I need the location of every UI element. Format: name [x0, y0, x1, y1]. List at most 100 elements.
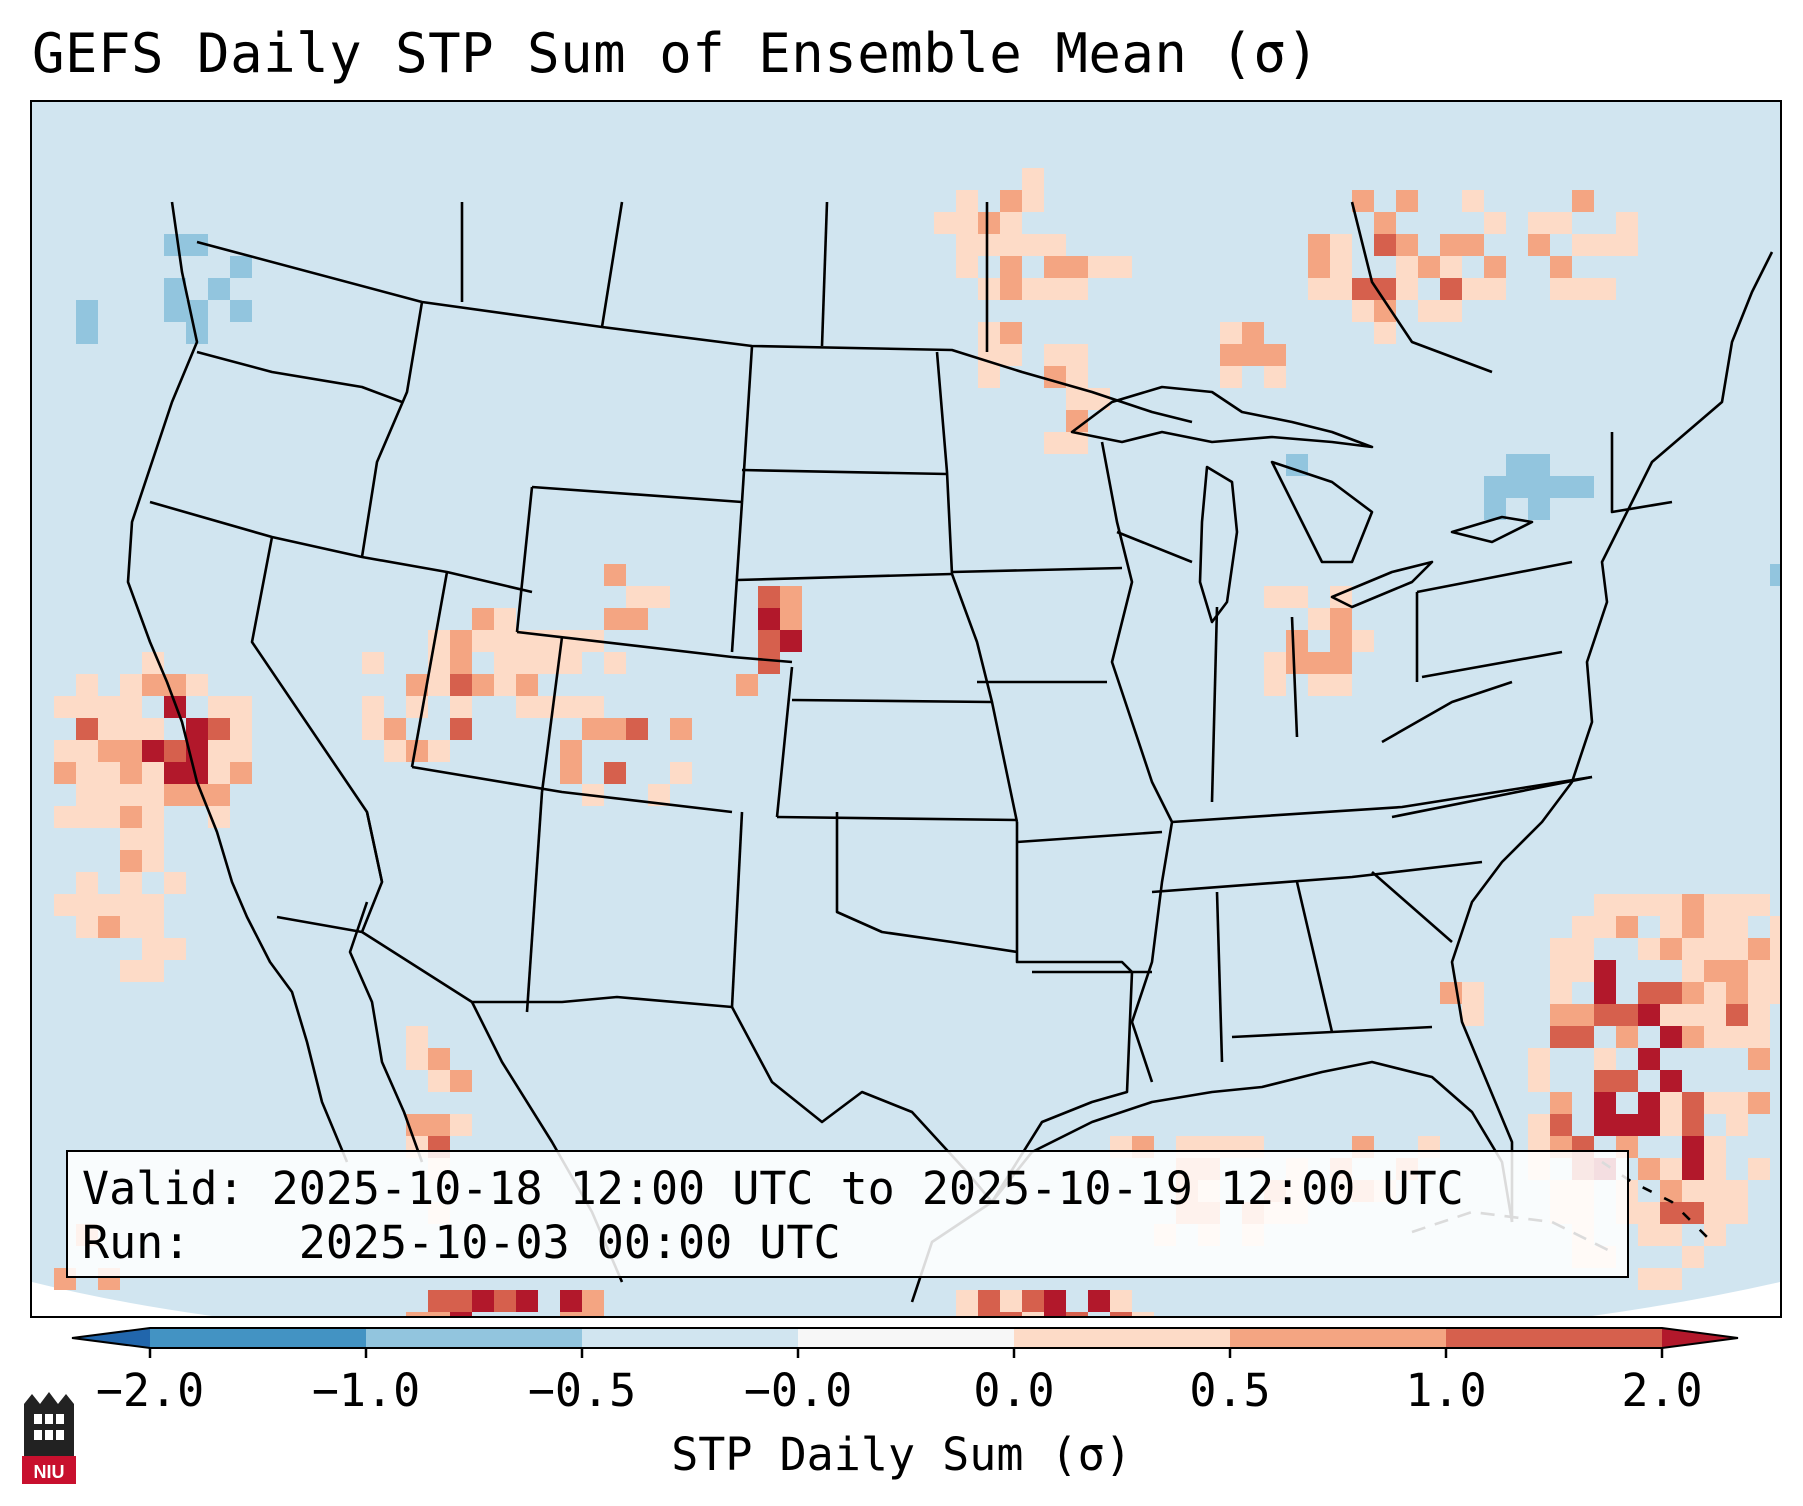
anomaly-cell — [1330, 674, 1352, 696]
florida-east — [1450, 251, 1774, 1222]
projection-edge-left — [32, 1282, 212, 1316]
negative-anomaly-cell — [1286, 454, 1308, 476]
anomaly-cell — [1682, 1004, 1704, 1026]
tick-label-2: 2.0 — [1621, 1364, 1703, 1417]
anomaly-cell — [1396, 256, 1418, 278]
anomaly-cell — [208, 718, 230, 740]
anomaly-cell — [164, 784, 186, 806]
anomaly-cell — [450, 652, 472, 674]
anomaly-cell — [142, 740, 164, 762]
anomaly-cell — [1594, 1092, 1616, 1114]
anomaly-cell — [1308, 234, 1330, 256]
anomaly-cell — [1704, 916, 1726, 938]
anomaly-cell — [1462, 982, 1484, 1004]
anomaly-cell — [1704, 960, 1726, 982]
ia-mn — [951, 566, 1123, 574]
tick-label-1: 1.0 — [1405, 1364, 1487, 1417]
anomaly-cell — [98, 718, 120, 740]
anomaly-cell — [120, 828, 142, 850]
anomaly-cell — [516, 652, 538, 674]
anomaly-cell — [1704, 1202, 1726, 1224]
ut-az — [411, 765, 733, 814]
tick-label-neg1: −1.0 — [311, 1364, 421, 1417]
anomaly-cell — [956, 1312, 978, 1316]
anomaly-cell — [538, 696, 560, 718]
anomaly-cell — [1110, 1290, 1132, 1312]
wy-co — [516, 630, 733, 659]
anomaly-cell — [1022, 278, 1044, 300]
anomaly-cell — [1066, 1312, 1088, 1316]
anomaly-cell — [1088, 256, 1110, 278]
anomaly-cell — [1352, 630, 1374, 652]
anomaly-cell — [978, 1312, 1000, 1316]
negative-anomaly-cell — [164, 278, 186, 300]
ut-west — [410, 571, 449, 768]
anomaly-cell — [1308, 652, 1330, 674]
anomaly-cell — [76, 872, 98, 894]
anomaly-cell — [428, 1070, 450, 1092]
wi-mi — [1116, 530, 1193, 564]
anomaly-cell — [208, 696, 230, 718]
anomaly-cell — [1594, 916, 1616, 938]
anomaly-cell — [406, 1312, 428, 1316]
anomaly-cell — [450, 674, 472, 696]
negative-anomaly-cell — [1484, 476, 1506, 498]
anomaly-cell — [230, 718, 252, 740]
anomaly-cell — [1726, 1180, 1748, 1202]
anomaly-cell — [1638, 1158, 1660, 1180]
nd-sd — [741, 468, 948, 476]
anomaly-cell — [1726, 1092, 1748, 1114]
anomaly-cell — [1726, 1114, 1748, 1136]
anomaly-cell — [1110, 256, 1132, 278]
nc-va — [1391, 775, 1593, 819]
anomaly-cell — [1572, 278, 1594, 300]
colorbar-segment-0 — [150, 1328, 366, 1348]
us-mexico-west — [276, 915, 733, 1009]
anomaly-cell — [142, 850, 164, 872]
anomaly-cell — [1638, 1268, 1660, 1290]
anomaly-cell — [1660, 1070, 1682, 1092]
pa-south — [1421, 650, 1563, 679]
ks-ok — [776, 815, 1018, 822]
anomaly-cell — [1022, 1312, 1044, 1316]
anomaly-cell — [472, 1290, 494, 1312]
baja-east — [348, 901, 424, 1163]
anomaly-cell — [1528, 212, 1550, 234]
anomaly-cell — [956, 256, 978, 278]
anomaly-cell — [1220, 366, 1242, 388]
anomaly-cell — [1594, 1070, 1616, 1092]
anomaly-cell — [98, 916, 120, 938]
anomaly-cell — [1044, 1290, 1066, 1312]
ny-new-england — [1610, 432, 1673, 514]
mississippi — [1100, 441, 1174, 1083]
anomaly-cell — [604, 762, 626, 784]
anomaly-cell — [1616, 212, 1638, 234]
map-panel — [30, 100, 1782, 1318]
ga-fl — [1231, 1025, 1433, 1039]
anomaly-cell — [98, 894, 120, 916]
anomaly-cell — [1396, 278, 1418, 300]
anomaly-cell — [1066, 366, 1088, 388]
negative-anomaly-cell — [76, 300, 98, 322]
anomaly-cell — [1638, 982, 1660, 1004]
anomaly-cell — [1726, 982, 1748, 1004]
negative-anomaly-cell — [76, 322, 98, 344]
anomaly-cell — [1396, 190, 1418, 212]
gulf-coast — [990, 1060, 1514, 1223]
colorbar-segment-6 — [1446, 1328, 1662, 1348]
colorbar-segment-3 — [798, 1328, 1014, 1348]
anomaly-cell — [494, 652, 516, 674]
anomaly-cell — [1660, 1268, 1682, 1290]
anomaly-cell — [1330, 652, 1352, 674]
anomaly-cell — [1726, 1004, 1748, 1026]
anomaly-cell — [1726, 938, 1748, 960]
anomaly-cell — [1396, 234, 1418, 256]
anomaly-cell — [1242, 344, 1264, 366]
anomaly-cell — [1770, 982, 1780, 1004]
chart-title: GEFS Daily STP Sum of Ensemble Mean (σ) — [32, 22, 1320, 85]
northern-border — [196, 240, 1193, 424]
anomaly-cell — [1044, 256, 1066, 278]
anomaly-cell — [120, 894, 142, 916]
anomaly-cell — [1638, 1092, 1660, 1114]
lake-erie — [1330, 560, 1434, 609]
